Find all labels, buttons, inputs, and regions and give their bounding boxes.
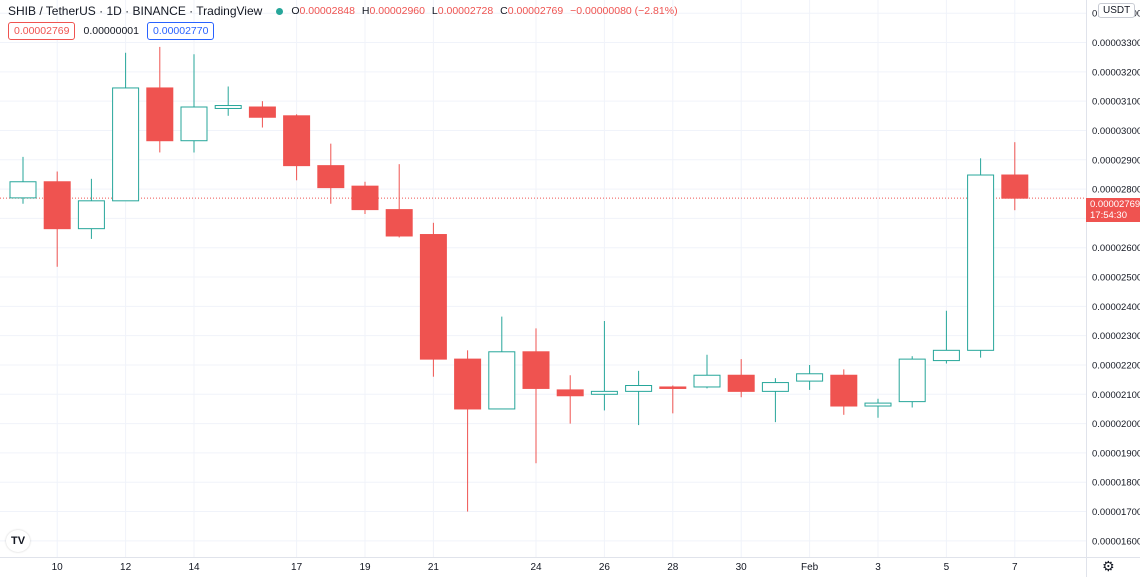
market-status-icon bbox=[276, 7, 284, 15]
y-tick-label: 0.00001600 bbox=[1092, 536, 1140, 547]
candle-down bbox=[351, 185, 379, 211]
y-tick-label: 0.00002600 bbox=[1092, 243, 1140, 254]
y-tick-label: 0.00002300 bbox=[1092, 331, 1140, 342]
candle-up bbox=[9, 181, 37, 199]
candle-up bbox=[967, 174, 995, 351]
quote-row: 0.00002769 0.00000001 0.00002770 bbox=[8, 22, 222, 40]
buy-price-button[interactable]: 0.00002770 bbox=[146, 22, 215, 40]
spread-value: 0.00000001 bbox=[83, 25, 139, 37]
change-value: −0.00000080 (−2.81%) bbox=[570, 5, 678, 17]
candle-down bbox=[830, 374, 858, 407]
candle-down bbox=[659, 386, 687, 389]
gear-icon[interactable]: ⚙ bbox=[1102, 558, 1115, 574]
x-tick-label: 12 bbox=[120, 562, 132, 573]
candle-up bbox=[761, 382, 789, 392]
x-tick-label: 17 bbox=[291, 562, 303, 573]
candle-up bbox=[590, 390, 618, 395]
x-tick-label: 28 bbox=[667, 562, 679, 573]
candle-down bbox=[43, 181, 71, 230]
candle-up bbox=[180, 106, 208, 142]
candle-down bbox=[522, 351, 550, 389]
x-tick-label: 10 bbox=[52, 562, 64, 573]
candle-down bbox=[454, 358, 482, 410]
x-tick-label: 5 bbox=[944, 562, 950, 573]
candle-up bbox=[488, 351, 516, 410]
candle-down bbox=[727, 374, 755, 392]
ohlc-values: O0.00002848 H0.00002960 L0.00002728 C0.0… bbox=[291, 5, 678, 17]
y-tick-label: 0.00003100 bbox=[1092, 97, 1140, 108]
y-tick-label: 0.00001800 bbox=[1092, 478, 1140, 489]
y-tick-label: 0.00003000 bbox=[1092, 126, 1140, 137]
x-tick-label: 26 bbox=[599, 562, 611, 573]
candle-up bbox=[932, 349, 960, 362]
x-tick-label: 24 bbox=[530, 562, 542, 573]
y-tick-label: 0.00002000 bbox=[1092, 419, 1140, 430]
symbol-title[interactable]: SHIB / TetherUS · 1D · BINANCE · Trading… bbox=[8, 4, 263, 18]
x-tick-label: 3 bbox=[875, 562, 881, 573]
y-tick-label: 0.00002500 bbox=[1092, 273, 1140, 284]
candle-down bbox=[248, 106, 276, 118]
close-value: 0.00002769 bbox=[507, 5, 564, 17]
y-tick-label: 0.00001900 bbox=[1092, 448, 1140, 459]
candle-down bbox=[419, 234, 447, 360]
candle-up bbox=[112, 87, 140, 202]
y-tick-label: 0.00002400 bbox=[1092, 302, 1140, 313]
last-price-tag: 0.00002769 17:54:30 bbox=[1086, 198, 1140, 222]
y-tick-label: 0.00003300 bbox=[1092, 38, 1140, 49]
y-tick-label: 0.00002900 bbox=[1092, 155, 1140, 166]
bar-countdown: 17:54:30 bbox=[1090, 210, 1127, 221]
candle-up bbox=[864, 402, 892, 407]
y-tick-label: 0.00002800 bbox=[1092, 185, 1140, 196]
y-tick-label: 0.00002200 bbox=[1092, 360, 1140, 371]
candle-down bbox=[556, 389, 584, 397]
candle-down bbox=[283, 115, 311, 167]
x-tick-label: 21 bbox=[428, 562, 440, 573]
candle-down bbox=[317, 165, 345, 189]
tradingview-logo-icon[interactable]: TV bbox=[6, 530, 30, 552]
x-tick-label: Feb bbox=[801, 562, 819, 573]
x-tick-label: 19 bbox=[359, 562, 371, 573]
candle-up bbox=[625, 385, 653, 392]
symbol-legend: SHIB / TetherUS · 1D · BINANCE · Trading… bbox=[8, 4, 682, 18]
candle-up bbox=[898, 358, 926, 403]
last-price-value: 0.00002769 bbox=[1090, 199, 1140, 210]
open-value: 0.00002848 bbox=[299, 5, 355, 17]
x-tick-label: 7 bbox=[1012, 562, 1018, 573]
candle-down bbox=[1001, 174, 1029, 199]
low-value: 0.00002728 bbox=[437, 5, 494, 17]
x-tick-label: 14 bbox=[188, 562, 200, 573]
x-tick-label: 30 bbox=[736, 562, 748, 573]
currency-badge[interactable]: USDT bbox=[1098, 3, 1136, 18]
y-tick-label: 0.00002100 bbox=[1092, 390, 1140, 401]
sell-price-button[interactable]: 0.00002769 bbox=[8, 22, 76, 40]
candle-down bbox=[146, 87, 174, 142]
candle-up bbox=[77, 200, 105, 230]
candle-up bbox=[796, 373, 824, 382]
high-value: 0.00002960 bbox=[369, 5, 425, 17]
y-tick-label: 0.00003200 bbox=[1092, 67, 1140, 78]
candle-down bbox=[385, 209, 413, 237]
y-tick-label: 0.00001700 bbox=[1092, 507, 1140, 518]
candle-up bbox=[693, 374, 721, 388]
candle-up bbox=[214, 105, 242, 109]
